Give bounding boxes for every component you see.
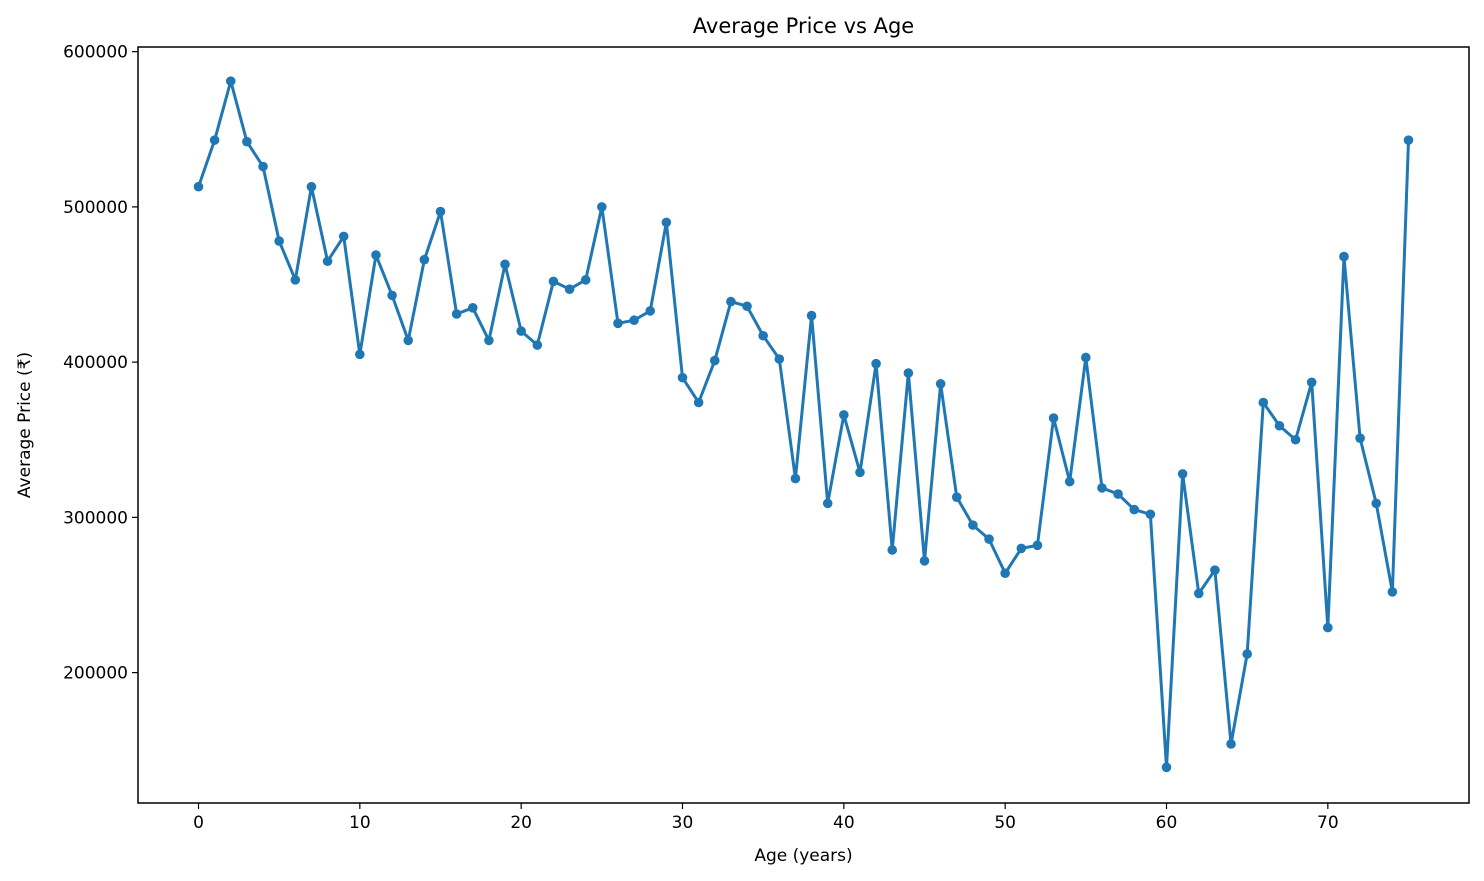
data-point <box>1193 588 1204 599</box>
data-point <box>1339 251 1349 262</box>
data-point <box>871 358 881 369</box>
y-tick-label: 400000 <box>63 353 128 373</box>
series-line <box>197 79 1410 769</box>
data-point <box>1161 762 1172 773</box>
x-axis-ticks: 0 10 20 30 40 50 60 70 <box>193 803 1339 833</box>
data-point <box>1371 498 1382 509</box>
data-point <box>839 410 849 420</box>
data-point <box>935 379 946 389</box>
data-point <box>1064 476 1075 487</box>
data-point <box>774 354 785 364</box>
data-point <box>580 275 591 285</box>
data-point <box>968 520 978 530</box>
data-point <box>629 315 639 326</box>
data-point <box>1258 397 1269 408</box>
data-point <box>306 181 317 192</box>
data-point <box>322 256 333 267</box>
data-point <box>371 250 381 260</box>
data-point <box>258 161 268 172</box>
data-point <box>1210 565 1220 575</box>
data-point <box>1145 509 1156 520</box>
data-point <box>951 492 962 502</box>
x-tick-label: 30 <box>672 813 694 833</box>
y-tick-label: 300000 <box>63 508 128 528</box>
data-point <box>1177 469 1188 479</box>
data-point <box>661 217 672 228</box>
data-point <box>451 309 462 319</box>
data-point <box>709 355 720 366</box>
data-point <box>1097 483 1107 493</box>
data-point <box>1226 739 1236 749</box>
data-point <box>742 301 752 312</box>
data-point <box>355 349 365 360</box>
chart-title: Average Price vs Age <box>693 14 914 38</box>
y-tick-label: 500000 <box>63 198 128 218</box>
data-point <box>532 340 543 350</box>
data-point <box>484 335 494 346</box>
data-point <box>677 372 688 383</box>
data-point <box>435 206 446 217</box>
y-tick-label: 200000 <box>63 664 128 684</box>
y-axis-ticks: 200000 300000 400000 500000 600000 <box>63 43 138 684</box>
x-tick-label: 10 <box>349 813 371 833</box>
data-point <box>1387 587 1398 597</box>
data-point <box>855 467 865 478</box>
x-tick-label: 60 <box>1156 813 1178 833</box>
data-point <box>500 259 510 270</box>
data-point <box>564 284 575 294</box>
data-point <box>919 556 930 566</box>
data-point <box>193 181 204 192</box>
data-point <box>1242 649 1252 659</box>
data-point <box>613 318 623 329</box>
x-tick-label: 0 <box>193 813 204 833</box>
data-point <box>903 368 914 378</box>
data-point <box>548 276 559 287</box>
data-point <box>1274 420 1285 431</box>
data-point <box>1081 352 1091 363</box>
data-point <box>887 545 898 555</box>
data-point <box>1113 489 1123 499</box>
data-point <box>1048 413 1059 423</box>
plot-area-frame <box>137 46 1470 804</box>
data-point <box>1306 377 1317 388</box>
data-point <box>645 306 656 316</box>
x-tick-label: 70 <box>1317 813 1339 833</box>
data-point <box>806 310 817 321</box>
data-point <box>1032 540 1043 551</box>
x-tick-label: 20 <box>510 813 532 833</box>
x-axis-label: Age (years) <box>754 846 852 866</box>
data-point <box>1016 543 1027 554</box>
x-tick-label: 50 <box>994 813 1016 833</box>
data-point <box>274 236 284 246</box>
data-point <box>1323 622 1333 633</box>
data-point <box>1355 433 1365 443</box>
data-point <box>516 326 526 336</box>
data-point <box>290 275 301 285</box>
y-tick-label: 600000 <box>63 43 128 63</box>
data-point <box>758 330 768 341</box>
data-point <box>693 397 704 408</box>
data-point <box>726 296 736 307</box>
series-group <box>193 76 1414 773</box>
data-point <box>225 76 236 86</box>
data-point <box>1000 568 1010 579</box>
data-point <box>1290 434 1301 445</box>
data-point <box>419 254 430 265</box>
data-point <box>387 290 397 301</box>
data-point <box>597 202 607 212</box>
data-point <box>790 473 801 484</box>
data-point <box>338 231 349 242</box>
data-point <box>467 302 478 313</box>
data-point <box>242 136 252 147</box>
data-point <box>403 335 414 346</box>
data-point <box>1129 504 1140 515</box>
data-point <box>822 498 833 509</box>
data-point <box>1403 135 1414 145</box>
data-point <box>984 534 994 544</box>
x-tick-label: 40 <box>833 813 855 833</box>
data-point <box>209 135 220 145</box>
y-axis-label: Average Price (₹) <box>15 352 35 498</box>
